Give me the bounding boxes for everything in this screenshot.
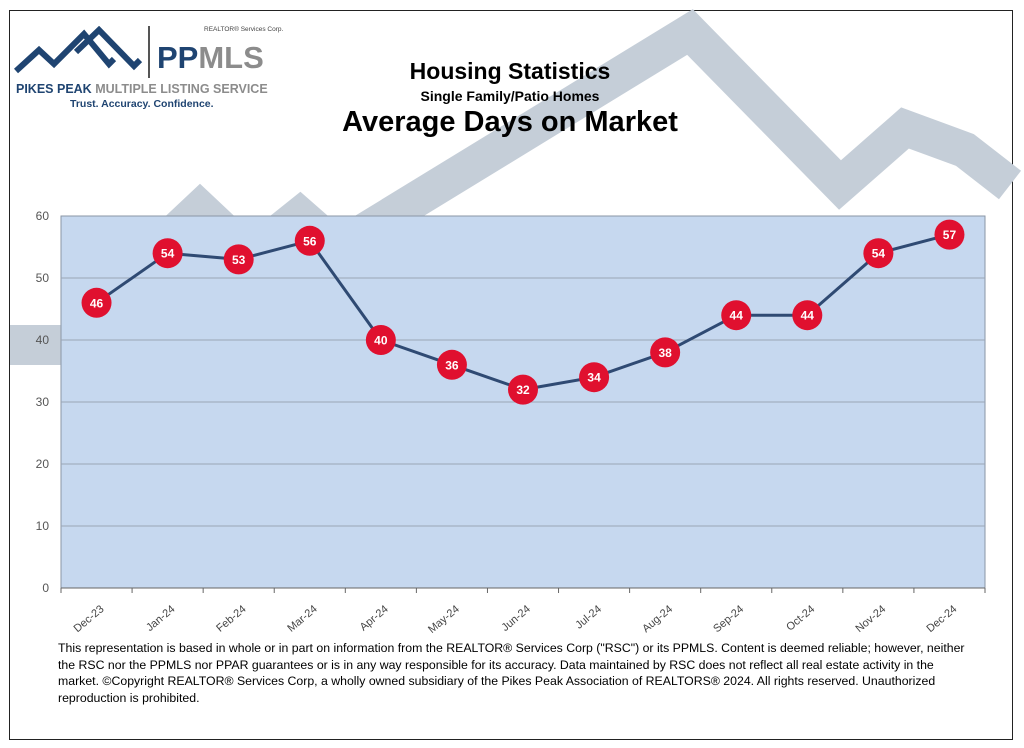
mountain-logo-icon xyxy=(14,26,143,74)
data-label: 32 xyxy=(516,383,530,397)
data-point xyxy=(934,219,965,250)
ppmls-logo: REALTOR® Services Corp. PPMLS PIKES PEAK… xyxy=(14,24,284,114)
disclaimer: This representation is based in whole or… xyxy=(58,641,965,705)
x-tick-label: Dec-23 xyxy=(72,603,107,635)
data-point xyxy=(81,287,112,318)
data-point xyxy=(294,225,325,256)
data-point xyxy=(365,325,396,355)
data-point xyxy=(223,244,254,275)
y-tick-label: 0 xyxy=(42,581,49,595)
data-point xyxy=(650,337,681,368)
data-point xyxy=(152,238,183,269)
data-label: 44 xyxy=(730,309,744,323)
page-subtitle: Single Family/Patio Homes xyxy=(420,88,600,104)
logo-name-light: MULTIPLE LISTING SERVICE xyxy=(95,82,268,96)
x-tick-label: Jan-24 xyxy=(144,603,177,634)
y-tick-label: 50 xyxy=(36,271,50,285)
logo-corp: REALTOR® Services Corp. xyxy=(204,26,284,33)
page-title: Housing Statistics xyxy=(409,58,611,84)
x-tick-label: Feb-24 xyxy=(214,603,248,635)
data-point xyxy=(508,374,538,405)
chart-title: Average Days on Market xyxy=(342,106,678,138)
data-label: 34 xyxy=(587,371,601,385)
x-tick-label: Mar-24 xyxy=(285,603,319,635)
x-tick-label: May-24 xyxy=(426,603,462,636)
logo-mls: MLS xyxy=(198,40,264,75)
y-tick-label: 40 xyxy=(36,333,50,347)
data-point xyxy=(721,300,752,331)
data-point xyxy=(579,362,610,393)
x-tick-label: Nov-24 xyxy=(853,603,888,635)
x-tick-label: Apr-24 xyxy=(358,603,391,633)
x-tick-label: Jun-24 xyxy=(499,603,532,634)
logo-pp: PP xyxy=(157,40,199,75)
x-tick-label: Oct-24 xyxy=(784,603,817,633)
data-label: 44 xyxy=(801,309,815,323)
y-tick-label: 30 xyxy=(36,395,50,409)
y-tick-label: 20 xyxy=(36,457,50,471)
data-point xyxy=(792,300,823,331)
data-label: 56 xyxy=(303,234,317,248)
logo-name-dark: PIKES PEAK xyxy=(16,82,92,96)
x-tick-label: Sep-24 xyxy=(711,603,746,635)
x-tick-label: Jul-24 xyxy=(573,603,604,631)
data-label: 46 xyxy=(90,296,104,310)
page-frame xyxy=(9,10,1013,740)
x-tick-label: Aug-24 xyxy=(640,603,675,635)
y-tick-label: 10 xyxy=(36,519,50,533)
data-point xyxy=(436,349,467,380)
data-label: 40 xyxy=(374,334,388,348)
data-label: 57 xyxy=(943,228,957,242)
data-label: 54 xyxy=(161,247,175,261)
y-tick-label: 60 xyxy=(36,209,50,223)
data-label: 54 xyxy=(872,247,886,261)
data-label: 53 xyxy=(232,253,246,267)
logo-tagline: Trust. Accuracy. Confidence. xyxy=(70,98,214,110)
data-label: 36 xyxy=(445,358,459,372)
x-tick-label: Dec-24 xyxy=(925,603,960,635)
data-label: 38 xyxy=(658,346,672,360)
header: Housing Statistics Single Family/Patio H… xyxy=(300,58,720,139)
data-point xyxy=(863,238,894,269)
